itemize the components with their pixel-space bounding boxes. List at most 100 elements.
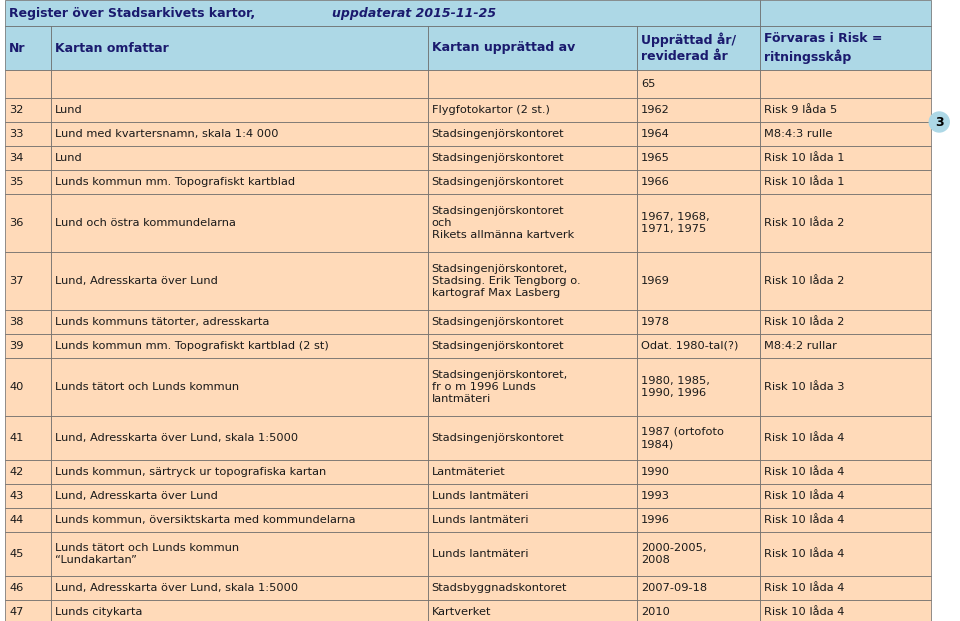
Bar xyxy=(760,358,931,416)
Bar xyxy=(428,98,636,122)
Text: Lunds kommuns tätorter, adresskarta: Lunds kommuns tätorter, adresskarta xyxy=(55,317,269,327)
Bar xyxy=(5,0,760,26)
Bar xyxy=(5,600,51,621)
Text: 1987 (ortofoto
1984): 1987 (ortofoto 1984) xyxy=(640,427,724,449)
Bar xyxy=(428,416,636,460)
Bar xyxy=(760,334,931,358)
Text: Lunds lantmäteri: Lunds lantmäteri xyxy=(432,491,528,501)
Text: 44: 44 xyxy=(9,515,23,525)
Bar xyxy=(5,252,51,310)
Bar xyxy=(51,70,428,98)
Bar xyxy=(636,508,760,532)
Text: Lunds kommun mm. Topografiskt kartblad: Lunds kommun mm. Topografiskt kartblad xyxy=(55,177,295,187)
Bar xyxy=(760,484,931,508)
Bar xyxy=(5,460,51,484)
Text: Risk 10 låda 4: Risk 10 låda 4 xyxy=(764,607,845,617)
Text: Risk 10 låda 4: Risk 10 låda 4 xyxy=(764,433,845,443)
Bar xyxy=(5,70,51,98)
Bar xyxy=(636,416,760,460)
Text: 2007-09-18: 2007-09-18 xyxy=(640,583,707,593)
Bar xyxy=(51,508,428,532)
Text: Stadsingenjörskontoret,
fr o m 1996 Lunds
lantmäteri: Stadsingenjörskontoret, fr o m 1996 Lund… xyxy=(432,369,568,404)
Bar xyxy=(760,170,931,194)
Text: 1967, 1968,
1971, 1975: 1967, 1968, 1971, 1975 xyxy=(640,212,709,234)
Text: Lunds tätort och Lunds kommun: Lunds tätort och Lunds kommun xyxy=(55,382,239,392)
Text: Risk 10 låda 4: Risk 10 låda 4 xyxy=(764,467,845,477)
Bar xyxy=(5,146,51,170)
Bar xyxy=(428,252,636,310)
Bar xyxy=(636,98,760,122)
Bar xyxy=(636,484,760,508)
Bar xyxy=(428,146,636,170)
Text: Lund, Adresskarta över Lund: Lund, Adresskarta över Lund xyxy=(55,276,218,286)
Text: Risk 10 låda 4: Risk 10 låda 4 xyxy=(764,549,845,559)
Bar xyxy=(428,310,636,334)
Text: Upprättad år/
reviderad år: Upprättad år/ reviderad år xyxy=(640,33,736,63)
Bar xyxy=(51,98,428,122)
Bar xyxy=(51,532,428,576)
Bar xyxy=(760,122,931,146)
Text: 33: 33 xyxy=(9,129,23,139)
Text: 36: 36 xyxy=(9,218,23,228)
Bar xyxy=(760,98,931,122)
Text: Lund, Adresskarta över Lund, skala 1:5000: Lund, Adresskarta över Lund, skala 1:500… xyxy=(55,433,298,443)
Text: 38: 38 xyxy=(9,317,23,327)
Text: 39: 39 xyxy=(9,341,23,351)
Bar xyxy=(636,600,760,621)
Text: 3: 3 xyxy=(935,116,944,129)
Text: 1965: 1965 xyxy=(640,153,670,163)
Bar xyxy=(760,460,931,484)
Bar xyxy=(428,576,636,600)
Bar xyxy=(636,122,760,146)
Bar xyxy=(51,416,428,460)
Text: M8:4:3 rulle: M8:4:3 rulle xyxy=(764,129,832,139)
Text: 1993: 1993 xyxy=(640,491,670,501)
Text: 1996: 1996 xyxy=(640,515,670,525)
Bar xyxy=(428,460,636,484)
Bar xyxy=(636,358,760,416)
Bar xyxy=(760,310,931,334)
Text: Risk 10 låda 2: Risk 10 låda 2 xyxy=(764,276,845,286)
Bar xyxy=(5,170,51,194)
Text: 34: 34 xyxy=(9,153,23,163)
Text: uppdaterat 2015-11-25: uppdaterat 2015-11-25 xyxy=(332,6,496,19)
Text: Flygfotokartor (2 st.): Flygfotokartor (2 st.) xyxy=(432,105,550,115)
Bar xyxy=(636,194,760,252)
Bar xyxy=(760,532,931,576)
Bar xyxy=(636,576,760,600)
Text: Risk 10 låda 4: Risk 10 låda 4 xyxy=(764,583,845,593)
Text: 2000-2005,
2008: 2000-2005, 2008 xyxy=(640,543,707,565)
Bar xyxy=(51,194,428,252)
Bar xyxy=(636,252,760,310)
Bar xyxy=(5,26,51,70)
Text: Risk 10 låda 4: Risk 10 låda 4 xyxy=(764,491,845,501)
Text: 1980, 1985,
1990, 1996: 1980, 1985, 1990, 1996 xyxy=(640,376,709,398)
Text: M8:4:2 rullar: M8:4:2 rullar xyxy=(764,341,837,351)
Text: Stadsingenjörskontoret
och
Rikets allmänna kartverk: Stadsingenjörskontoret och Rikets allmän… xyxy=(432,206,574,240)
Bar xyxy=(428,170,636,194)
Text: 42: 42 xyxy=(9,467,23,477)
Text: Odat. 1980-tal(?): Odat. 1980-tal(?) xyxy=(640,341,738,351)
Text: 43: 43 xyxy=(9,491,23,501)
Text: Risk 10 låda 3: Risk 10 låda 3 xyxy=(764,382,845,392)
Bar xyxy=(760,508,931,532)
Bar xyxy=(428,358,636,416)
Bar xyxy=(636,532,760,576)
Bar xyxy=(5,532,51,576)
Bar xyxy=(636,26,760,70)
Text: Risk 9 låda 5: Risk 9 låda 5 xyxy=(764,105,837,115)
Text: 1966: 1966 xyxy=(640,177,669,187)
Bar xyxy=(5,310,51,334)
Bar xyxy=(51,26,428,70)
Text: Lund med kvartersnamn, skala 1:4 000: Lund med kvartersnamn, skala 1:4 000 xyxy=(55,129,278,139)
Text: 1990: 1990 xyxy=(640,467,670,477)
Text: Lunds kommun, särtryck ur topografiska kartan: Lunds kommun, särtryck ur topografiska k… xyxy=(55,467,325,477)
Text: Risk 10 låda 1: Risk 10 låda 1 xyxy=(764,153,845,163)
Text: 37: 37 xyxy=(9,276,23,286)
Text: Risk 10 låda 2: Risk 10 låda 2 xyxy=(764,317,845,327)
Bar xyxy=(5,416,51,460)
Bar xyxy=(51,310,428,334)
Bar xyxy=(760,600,931,621)
Text: Kartverket: Kartverket xyxy=(432,607,492,617)
Bar xyxy=(428,70,636,98)
